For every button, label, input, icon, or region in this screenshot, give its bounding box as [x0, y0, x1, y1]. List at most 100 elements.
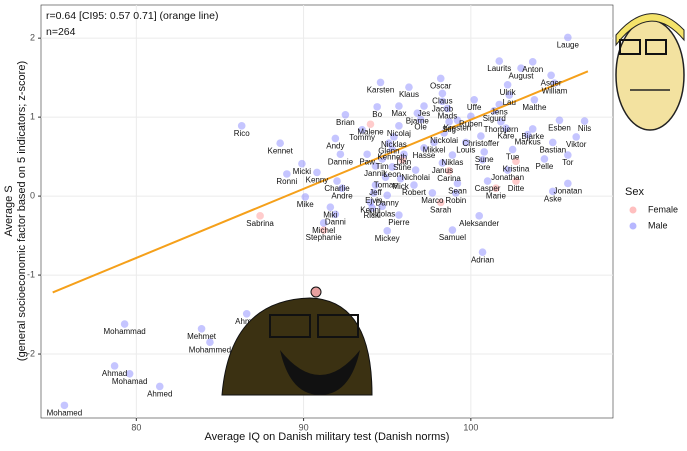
point — [564, 151, 572, 159]
point-label: Tommy — [349, 133, 375, 142]
x-tick-label: 90 — [299, 422, 309, 432]
point — [326, 203, 335, 211]
point — [120, 320, 129, 328]
point-label: Ditte — [508, 184, 525, 193]
point-label: Jes — [418, 109, 430, 118]
point-label: Ricki — [363, 211, 381, 220]
point-label: Adrian — [471, 255, 494, 264]
point-label: Samuel — [439, 233, 466, 242]
point — [448, 151, 457, 159]
point — [547, 71, 555, 80]
point-label: Nicolas — [369, 209, 395, 218]
point-label: Sabrina — [246, 219, 274, 228]
point-label: Kenni — [360, 206, 381, 215]
point-label: Bjarke — [521, 132, 544, 141]
point — [445, 118, 453, 126]
point-label: Malthe — [522, 103, 547, 112]
point — [301, 193, 310, 201]
point-label: Tore — [475, 163, 491, 172]
point — [319, 226, 328, 234]
point-label: Bo — [372, 110, 382, 119]
point-label: Kristina — [503, 164, 530, 173]
point-label: Stig — [442, 125, 456, 134]
point-label: Bastian — [539, 146, 566, 155]
y-tick-label: -2 — [27, 348, 35, 358]
point — [430, 138, 438, 147]
point — [376, 78, 385, 87]
point — [416, 115, 425, 124]
point-label: Charlie — [324, 184, 350, 193]
point-label: Jannik — [364, 169, 388, 178]
point-label: Robin — [445, 196, 466, 205]
point-label: Max — [391, 109, 406, 118]
point — [502, 124, 510, 132]
point-label: Mehmet — [187, 332, 217, 341]
legend-key — [629, 206, 637, 214]
point-label: Nicolaj — [387, 129, 411, 138]
point — [413, 109, 422, 117]
point-label: Sarah — [430, 206, 451, 215]
point — [453, 116, 462, 125]
x-tick-label: 80 — [131, 422, 141, 432]
point-label: Anton — [522, 65, 543, 74]
point-label: Laurits — [487, 64, 511, 73]
point — [462, 138, 470, 147]
point — [395, 211, 403, 219]
point — [125, 369, 134, 378]
y-tick-label: 1 — [30, 112, 35, 122]
point — [503, 166, 512, 174]
point-label: Kåre — [498, 131, 515, 140]
point-label: August — [509, 71, 535, 80]
point — [564, 179, 572, 188]
point — [242, 309, 251, 318]
point — [436, 198, 445, 207]
point — [503, 80, 512, 89]
legend-key — [629, 222, 637, 230]
point — [438, 89, 447, 98]
point — [331, 210, 340, 219]
point-label: Marie — [486, 191, 507, 200]
point-label: Mads — [438, 112, 458, 121]
point — [453, 179, 462, 188]
point-label: Stine — [393, 163, 412, 172]
point — [555, 116, 564, 125]
point — [548, 187, 557, 196]
point-label: Leon — [383, 170, 401, 179]
point-label: Glenn — [378, 146, 399, 155]
point-label: Nicklas — [381, 140, 407, 149]
legend-label: Female — [648, 204, 678, 214]
point — [410, 181, 418, 189]
point-label: Danny — [376, 198, 399, 207]
point — [368, 204, 376, 212]
point-label: William — [542, 86, 568, 95]
point-label: Michel — [312, 226, 335, 235]
point-label: Dan — [397, 157, 412, 166]
point — [505, 91, 514, 99]
point-label: Karsten — [367, 85, 395, 94]
point — [155, 382, 164, 391]
point — [478, 155, 487, 164]
point-label: Tomas — [374, 180, 398, 189]
point-label: Miki — [323, 210, 337, 219]
point-label: Asger — [541, 78, 562, 87]
point-label: Louis — [456, 146, 475, 155]
point — [428, 189, 437, 197]
point — [371, 162, 380, 170]
point — [517, 64, 525, 72]
point — [396, 174, 405, 183]
point — [492, 184, 500, 193]
point — [395, 122, 403, 130]
point-label: Mickey — [375, 234, 400, 243]
fit-line — [52, 70, 589, 294]
point — [358, 125, 366, 134]
point — [398, 155, 407, 164]
cartoon-top — [615, 13, 685, 131]
point-label: Casper — [475, 184, 501, 193]
point-label: Mikkel — [423, 146, 446, 155]
point — [383, 191, 392, 200]
point — [388, 163, 397, 171]
point — [480, 148, 489, 156]
point-label: Hasse — [413, 151, 436, 160]
